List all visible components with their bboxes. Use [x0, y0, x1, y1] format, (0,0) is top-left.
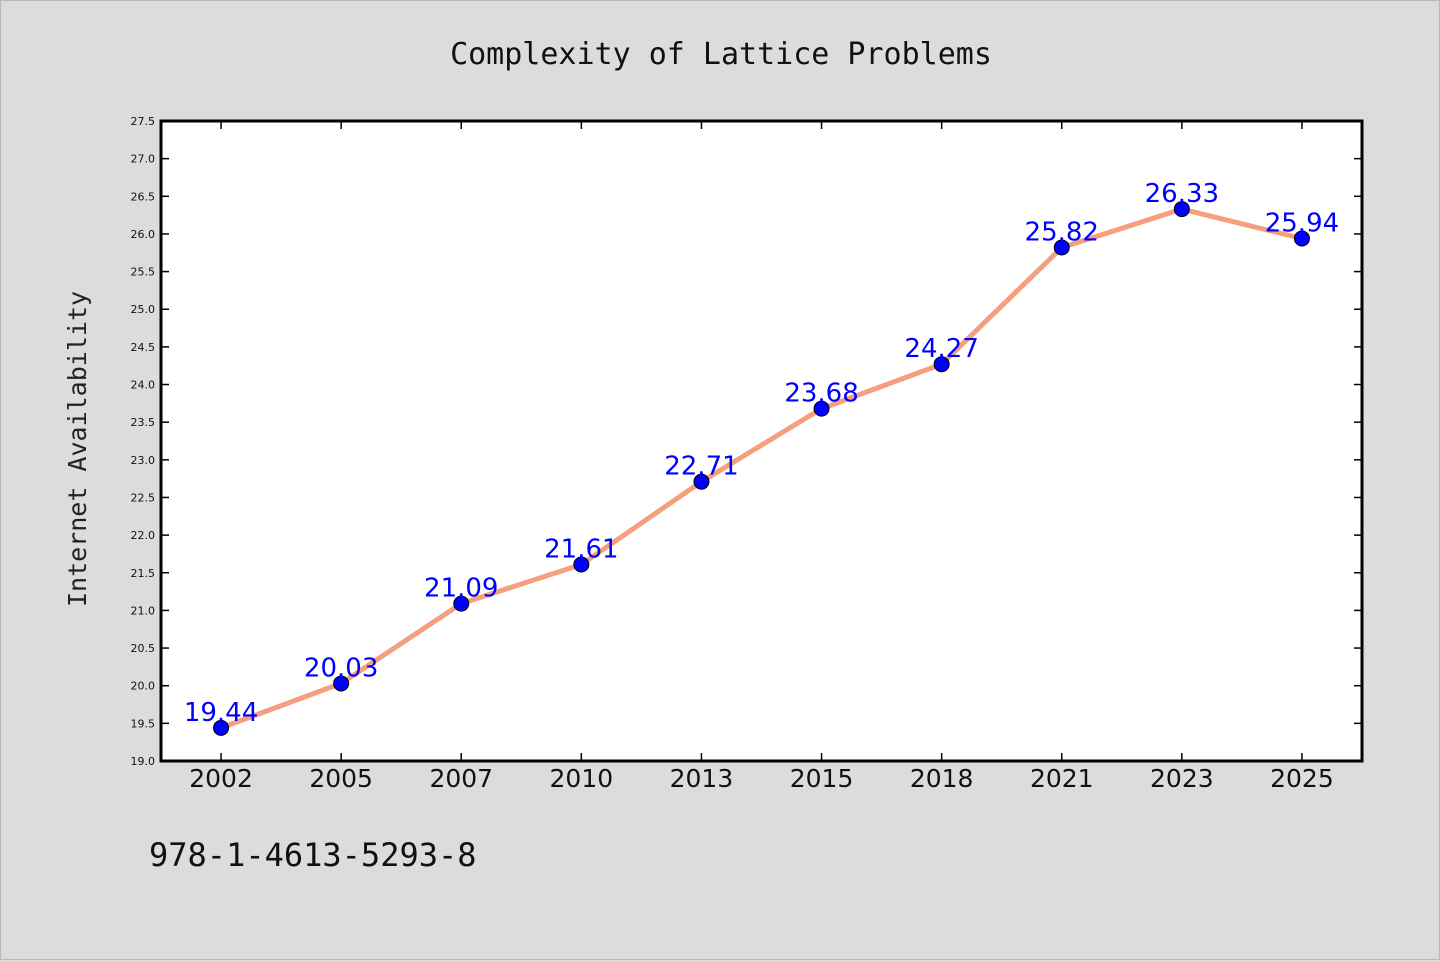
- data-markers: [213, 201, 1310, 736]
- y-tick-label: 19.5: [131, 717, 156, 730]
- data-point: [813, 400, 830, 417]
- y-tick-label: 19.0: [131, 755, 156, 768]
- x-tick-label: 2023: [1150, 764, 1214, 793]
- y-tick-label: 25.0: [131, 303, 156, 316]
- data-label: 25.82: [1025, 217, 1099, 247]
- x-tick-label: 2005: [309, 764, 373, 793]
- series-line: [218, 206, 1305, 731]
- data-label: 25.94: [1265, 208, 1339, 238]
- y-tick-label: 24.0: [131, 379, 156, 392]
- data-label: 21.61: [544, 534, 618, 564]
- data-point: [933, 356, 950, 373]
- y-tick-label: 22.5: [131, 491, 156, 504]
- y-tick-label: 26.5: [131, 190, 156, 203]
- y-axis-label: Internet Availability: [63, 291, 92, 607]
- data-label: 21.09: [424, 574, 498, 604]
- data-label: 24.27: [904, 334, 978, 364]
- data-point: [213, 719, 230, 736]
- y-tick-label: 27.0: [131, 153, 156, 166]
- y-tick-label: 22.0: [131, 529, 156, 542]
- data-point: [1173, 201, 1190, 218]
- y-tick-label: 23.5: [131, 416, 156, 429]
- y-tick-label: 24.5: [131, 341, 156, 354]
- chart-title: Complexity of Lattice Problems: [450, 37, 992, 72]
- x-tick-label: 2018: [910, 764, 974, 793]
- data-point: [1293, 230, 1310, 247]
- y-axis-ticks: 19.0 19.5 20.0 20.5 21.0 21.5 22.0 22.5 23.0 23.5…: [131, 115, 1362, 768]
- x-tick-label: 2007: [429, 764, 493, 793]
- x-tick-label: 2025: [1270, 764, 1334, 793]
- x-tick-label: 2021: [1030, 764, 1094, 793]
- data-point: [693, 473, 710, 490]
- data-label: 23.68: [784, 379, 858, 409]
- x-tick-label: 2013: [670, 764, 734, 793]
- data-label: 19.44: [184, 698, 258, 728]
- y-tick-label: 20.5: [131, 642, 156, 655]
- x-tick-label: 2010: [550, 764, 614, 793]
- data-labels: 19.44 20.03 21.09 21.61 22.71 23.68 24.27 25.82…: [184, 179, 1339, 728]
- x-tick-label: 2002: [189, 764, 253, 793]
- y-tick-label: 21.5: [131, 567, 156, 580]
- plot-area: [159, 119, 1364, 763]
- data-label: 26.33: [1145, 179, 1219, 209]
- y-tick-label: 27.5: [131, 115, 156, 128]
- y-tick-label: 21.0: [131, 604, 156, 617]
- y-tick-label: 23.0: [131, 454, 156, 467]
- data-label: 22.71: [664, 452, 738, 482]
- data-point: [333, 675, 350, 692]
- y-tick-label: 20.0: [131, 680, 156, 693]
- data-point: [1053, 239, 1070, 256]
- data-label: 20.03: [304, 653, 378, 683]
- data-point: [573, 556, 590, 573]
- data-point: [453, 595, 470, 612]
- y-tick-label: 25.5: [131, 266, 156, 279]
- footer-isbn: 978-1-4613-5293-8: [149, 836, 477, 874]
- y-tick-label: 26.0: [131, 228, 156, 241]
- x-tick-label: 2015: [790, 764, 854, 793]
- x-axis-ticks: 2002 2005 2007 2010 2013 2015 2018 2021 2023 2025: [189, 121, 1334, 793]
